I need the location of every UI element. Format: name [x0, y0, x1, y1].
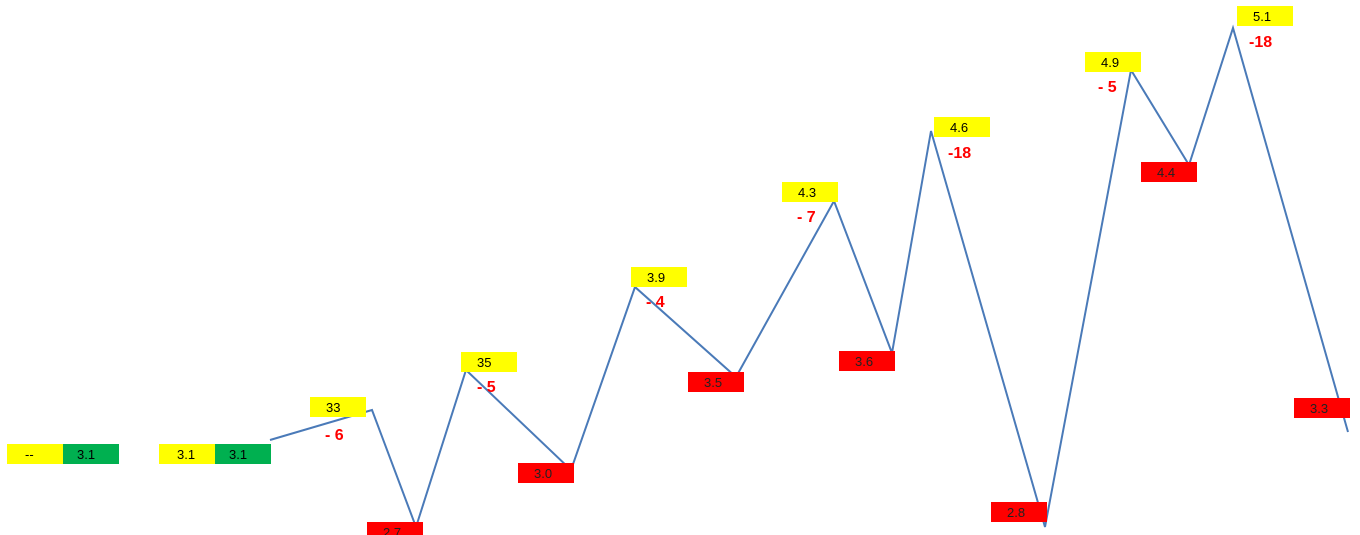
peak-marker: 35 - 5: [461, 352, 517, 396]
peak-value-label: 3.9: [647, 270, 665, 285]
drop-label: -18: [1249, 34, 1272, 51]
trough-marker: 3.6: [839, 351, 895, 371]
drop-label: -18: [948, 145, 971, 162]
trough-value-label: 4.4: [1157, 165, 1175, 180]
start-label-pair: -- 3.1: [7, 444, 119, 464]
peak-value-box: [1237, 6, 1293, 26]
peak-value-label: 35: [477, 355, 491, 370]
trough-value-label: 3.3: [1310, 401, 1328, 416]
trough-value-label: 2.7: [383, 525, 401, 535]
peak-marker: 4.3 - 7: [782, 182, 838, 226]
peak-value-box: [631, 267, 687, 287]
trough-value-box: [839, 351, 895, 371]
drop-label: - 5: [1098, 79, 1117, 96]
drop-label: - 7: [797, 209, 816, 226]
start-left-box: [7, 444, 63, 464]
trough-value-label: 3.5: [704, 375, 722, 390]
start-left-label: 3.1: [177, 447, 195, 462]
trough-value-box: [367, 522, 423, 535]
trough-marker: 4.4: [1141, 162, 1197, 182]
trough-marker: 3.5: [688, 372, 744, 392]
start-left-label: --: [25, 447, 34, 462]
peak-value-label: 5.1: [1253, 9, 1271, 24]
drop-label: - 6: [325, 427, 344, 444]
trough-value-label: 3.0: [534, 466, 552, 481]
peak-value-box: [461, 352, 517, 372]
peak-marker: 3.9 - 4: [631, 267, 687, 311]
peak-value-label: 33: [326, 400, 340, 415]
peak-value-box: [310, 397, 366, 417]
peak-marker: 4.6 -18: [934, 117, 990, 162]
series-line: [269, 24, 1349, 531]
peak-value-box: [1085, 52, 1141, 72]
trough-marker: 3.0: [518, 463, 574, 483]
peak-marker: 5.1 -18: [1237, 6, 1293, 51]
peak-value-label: 4.6: [950, 120, 968, 135]
trough-marker: 2.7: [367, 522, 423, 535]
peak-marker: 33 - 6: [310, 397, 366, 444]
trough-value-label: 2.8: [1007, 505, 1025, 520]
trough-value-label: 3.6: [855, 354, 873, 369]
start-right-label: 3.1: [77, 447, 95, 462]
peak-value-label: 4.9: [1101, 55, 1119, 70]
trough-marker: 2.8: [991, 502, 1047, 522]
trough-value-box: [991, 502, 1047, 522]
peak-value-box: [782, 182, 838, 202]
peak-value-label: 4.3: [798, 185, 816, 200]
drop-label: - 5: [477, 379, 496, 396]
peak-marker: 4.9 - 5: [1085, 52, 1141, 96]
trough-value-box: [688, 372, 744, 392]
trough-marker: 3.3: [1294, 398, 1350, 418]
trough-value-box: [518, 463, 574, 483]
start-label-pair: 3.1 3.1: [159, 444, 271, 464]
drop-label: - 4: [646, 294, 665, 311]
start-right-box: [63, 444, 119, 464]
trough-value-box: [1294, 398, 1350, 418]
start-right-label: 3.1: [229, 447, 247, 462]
start-left-box: [159, 444, 215, 464]
trough-value-box: [1141, 162, 1197, 182]
start-right-box: [215, 444, 271, 464]
peak-value-box: [934, 117, 990, 137]
